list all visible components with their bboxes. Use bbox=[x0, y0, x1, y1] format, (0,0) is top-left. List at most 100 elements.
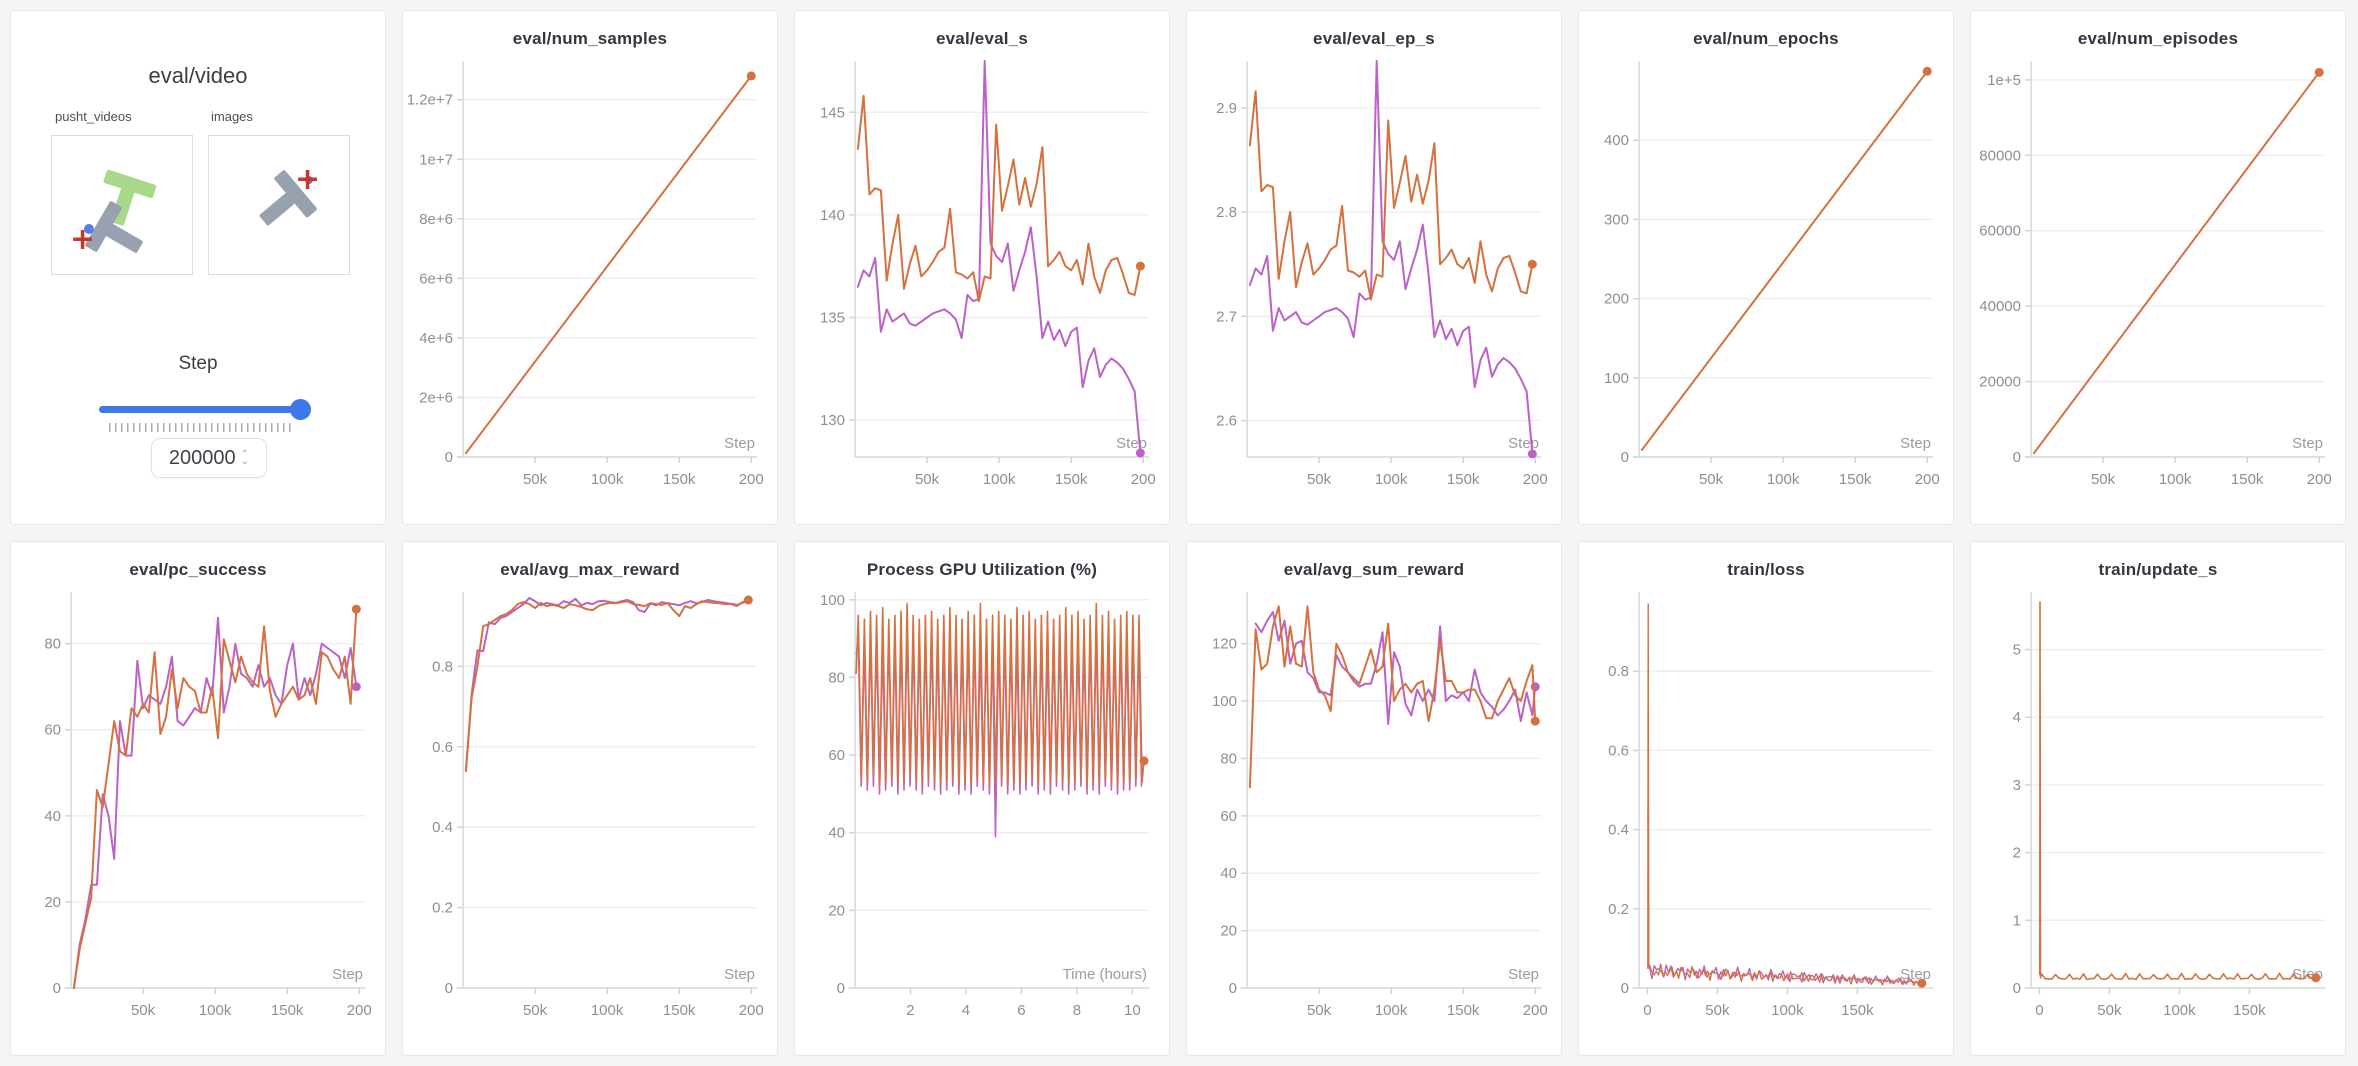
y-tick-label: 0 bbox=[1621, 449, 1629, 466]
y-tick-label: 130 bbox=[820, 412, 845, 429]
video-thumbnail-images[interactable]: + bbox=[208, 135, 350, 275]
step-slider[interactable] bbox=[99, 399, 311, 420]
chart-plot[interactable]: 0 100 200 300 400 50k 100k 150k 200 Step bbox=[1579, 51, 1953, 503]
y-tick-label: 300 bbox=[1604, 211, 1629, 228]
panel-eval-video: eval/video pusht_videos images + + Step … bbox=[10, 10, 386, 525]
chart-plot[interactable]: 0 0.2 0.4 0.6 0.8 50k 100k 150k 200 Step bbox=[403, 582, 777, 1034]
step-slider-knob[interactable] bbox=[290, 399, 311, 420]
chart-plot[interactable]: 0 0.2 0.4 0.6 0.8 0 50k 100k 150k Step bbox=[1579, 582, 1953, 1034]
panel-eval-num-samples: eval/num_samples 0 2e+6 4e+6 6e+6 8e+6 1e+7 1.… bbox=[402, 10, 778, 525]
y-tick-label: 2.7 bbox=[1216, 308, 1237, 325]
series-end-dot bbox=[746, 71, 756, 81]
series-end-dot bbox=[1917, 978, 1927, 988]
y-tick-label: 1 bbox=[2013, 912, 2021, 929]
y-tick-label: 100 bbox=[1604, 370, 1629, 387]
step-slider-label: Step bbox=[178, 353, 218, 374]
series-line-purple bbox=[464, 597, 750, 772]
panel-title: eval/video bbox=[148, 63, 248, 88]
y-tick-label: 0 bbox=[445, 449, 453, 466]
y-tick-label: 20 bbox=[1220, 923, 1237, 940]
y-tick-label: 0 bbox=[445, 980, 453, 997]
y-tick-label: 100 bbox=[820, 592, 845, 609]
x-axis-label: Step bbox=[1508, 966, 1539, 983]
series-line-orange bbox=[2039, 601, 2317, 981]
chart-title: train/update_s bbox=[2098, 560, 2218, 579]
y-tick-label: 80 bbox=[44, 636, 61, 653]
y-tick-label: 0 bbox=[1229, 980, 1237, 997]
series-line-orange bbox=[2032, 71, 2321, 455]
y-tick-label: 80 bbox=[1220, 750, 1237, 767]
chart-plot[interactable]: 2.6 2.7 2.8 2.9 50k 100k 150k 200 Step bbox=[1187, 51, 1561, 503]
chart-svg: 0 0.2 0.4 0.6 0.8 50k 100k 150k 200 Step bbox=[432, 592, 764, 1019]
x-axis-label: Step bbox=[1508, 435, 1539, 452]
x-tick-label: 6 bbox=[1017, 1002, 1025, 1019]
series-end-dot bbox=[2311, 973, 2321, 983]
chart-plot[interactable]: 0 1 2 3 4 5 0 50k 100k 150k Step bbox=[1971, 582, 2345, 1034]
x-tick-label: 150k bbox=[663, 1002, 696, 1019]
chart-plot[interactable]: 130 135 140 145 50k 100k 150k 200 Step bbox=[795, 51, 1169, 503]
y-tick-label: 140 bbox=[820, 207, 845, 224]
chart-title: eval/pc_success bbox=[129, 560, 267, 579]
y-tick-label: 0.6 bbox=[1608, 742, 1629, 759]
chart-title: eval/eval_s bbox=[935, 29, 1028, 48]
chart-svg: 0 20 40 60 80 100 2 4 6 8 10 Time (hours) bbox=[820, 592, 1149, 1019]
x-tick-label: 200 bbox=[1915, 471, 1940, 488]
agent-dot bbox=[84, 224, 94, 234]
chart-svg: 0 2e+6 4e+6 6e+6 8e+6 1e+7 1.2e+7 50k 100k 150k 20… bbox=[407, 61, 764, 488]
series-line-orange bbox=[1248, 90, 1534, 301]
x-axis-label: Time (hours) bbox=[1063, 966, 1147, 983]
chart-plot[interactable]: 0 2e+6 4e+6 6e+6 8e+6 1e+7 1.2e+7 50k 100k 150k 20… bbox=[403, 51, 777, 503]
x-tick-label: 100k bbox=[2163, 1002, 2196, 1019]
y-tick-label: 0.8 bbox=[1608, 663, 1629, 680]
x-tick-label: 150k bbox=[2231, 471, 2264, 488]
series-line-purple bbox=[856, 60, 1142, 454]
series-end-dot bbox=[351, 604, 361, 614]
x-tick-label: 100k bbox=[1375, 471, 1408, 488]
y-tick-label: 1e+5 bbox=[1987, 72, 2021, 89]
x-tick-label: 0 bbox=[2035, 1002, 2043, 1019]
x-tick-label: 100k bbox=[983, 471, 1016, 488]
chart-svg: 0 20 40 60 80 50k 100k 150k 200 Step bbox=[44, 592, 372, 1019]
y-tick-label: 20 bbox=[44, 894, 61, 911]
y-tick-label: 60 bbox=[44, 722, 61, 739]
series-line-orange bbox=[1248, 605, 1537, 789]
y-tick-label: 40000 bbox=[1979, 298, 2021, 315]
panel-eval-num-epochs: eval/num_epochs 0 100 200 300 400 50k 100k 150k… bbox=[1578, 10, 1954, 525]
y-tick-label: 0.2 bbox=[1608, 901, 1629, 918]
series-end-dot bbox=[2314, 67, 2324, 77]
series-end-dot bbox=[351, 682, 361, 692]
x-tick-label: 200 bbox=[347, 1002, 372, 1019]
panel-eval-eval-s: eval/eval_s 130 135 140 145 50k 100k 150k 200 St… bbox=[794, 10, 1170, 525]
chart-plot[interactable]: 0 20 40 60 80 50k 100k 150k 200 Step bbox=[11, 582, 385, 1034]
panel-train-update-s: train/update_s 0 1 2 3 4 5 0 50k 100k 150k Step bbox=[1970, 541, 2346, 1056]
video-thumbnail-pusht[interactable]: + bbox=[51, 135, 193, 275]
step-number-input[interactable]: 200000 ⌃ ⌄ bbox=[151, 438, 267, 478]
x-tick-label: 200 bbox=[2307, 471, 2332, 488]
series-line-orange bbox=[856, 94, 1142, 303]
x-tick-label: 150k bbox=[1447, 471, 1480, 488]
x-tick-label: 50k bbox=[523, 471, 548, 488]
chart-title: eval/avg_max_reward bbox=[500, 560, 680, 579]
series-end-dot bbox=[1135, 448, 1145, 458]
x-tick-label: 150k bbox=[271, 1002, 304, 1019]
y-tick-label: 0 bbox=[837, 980, 845, 997]
y-tick-label: 40 bbox=[44, 808, 61, 825]
target-cross: + bbox=[295, 162, 321, 197]
chart-plot[interactable]: 0 20000 40000 60000 80000 1e+5 50k 100k 150k 200 S… bbox=[1971, 51, 2345, 503]
series-line-purple bbox=[1647, 809, 1917, 985]
panel-train-loss: train/loss 0 0.2 0.4 0.6 0.8 0 50k 100k 150k Step bbox=[1578, 541, 1954, 1056]
chart-svg: 0 20 40 60 80 100 120 50k 100k 150k 200 Step bbox=[1212, 592, 1548, 1019]
x-tick-label: 100k bbox=[1771, 1002, 1804, 1019]
y-tick-label: 2.6 bbox=[1216, 413, 1237, 430]
panel-eval-pc-success: eval/pc_success 0 20 40 60 80 50k 100k 150k 200 S… bbox=[10, 541, 386, 1056]
y-tick-label: 0 bbox=[53, 980, 61, 997]
chart-plot[interactable]: 0 20 40 60 80 100 120 50k 100k 150k 200 Step bbox=[1187, 582, 1561, 1034]
x-tick-label: 8 bbox=[1073, 1002, 1081, 1019]
x-tick-label: 150k bbox=[1055, 471, 1088, 488]
step-slider-ruler bbox=[109, 423, 293, 432]
chart-svg: 2.6 2.7 2.8 2.9 50k 100k 150k 200 Step bbox=[1216, 60, 1548, 488]
chart-plot[interactable]: 0 20 40 60 80 100 2 4 6 8 10 Time (hours) bbox=[795, 582, 1169, 1034]
y-tick-label: 6e+6 bbox=[419, 270, 453, 287]
stepper-chevrons-icon[interactable]: ⌃ ⌄ bbox=[240, 449, 250, 467]
